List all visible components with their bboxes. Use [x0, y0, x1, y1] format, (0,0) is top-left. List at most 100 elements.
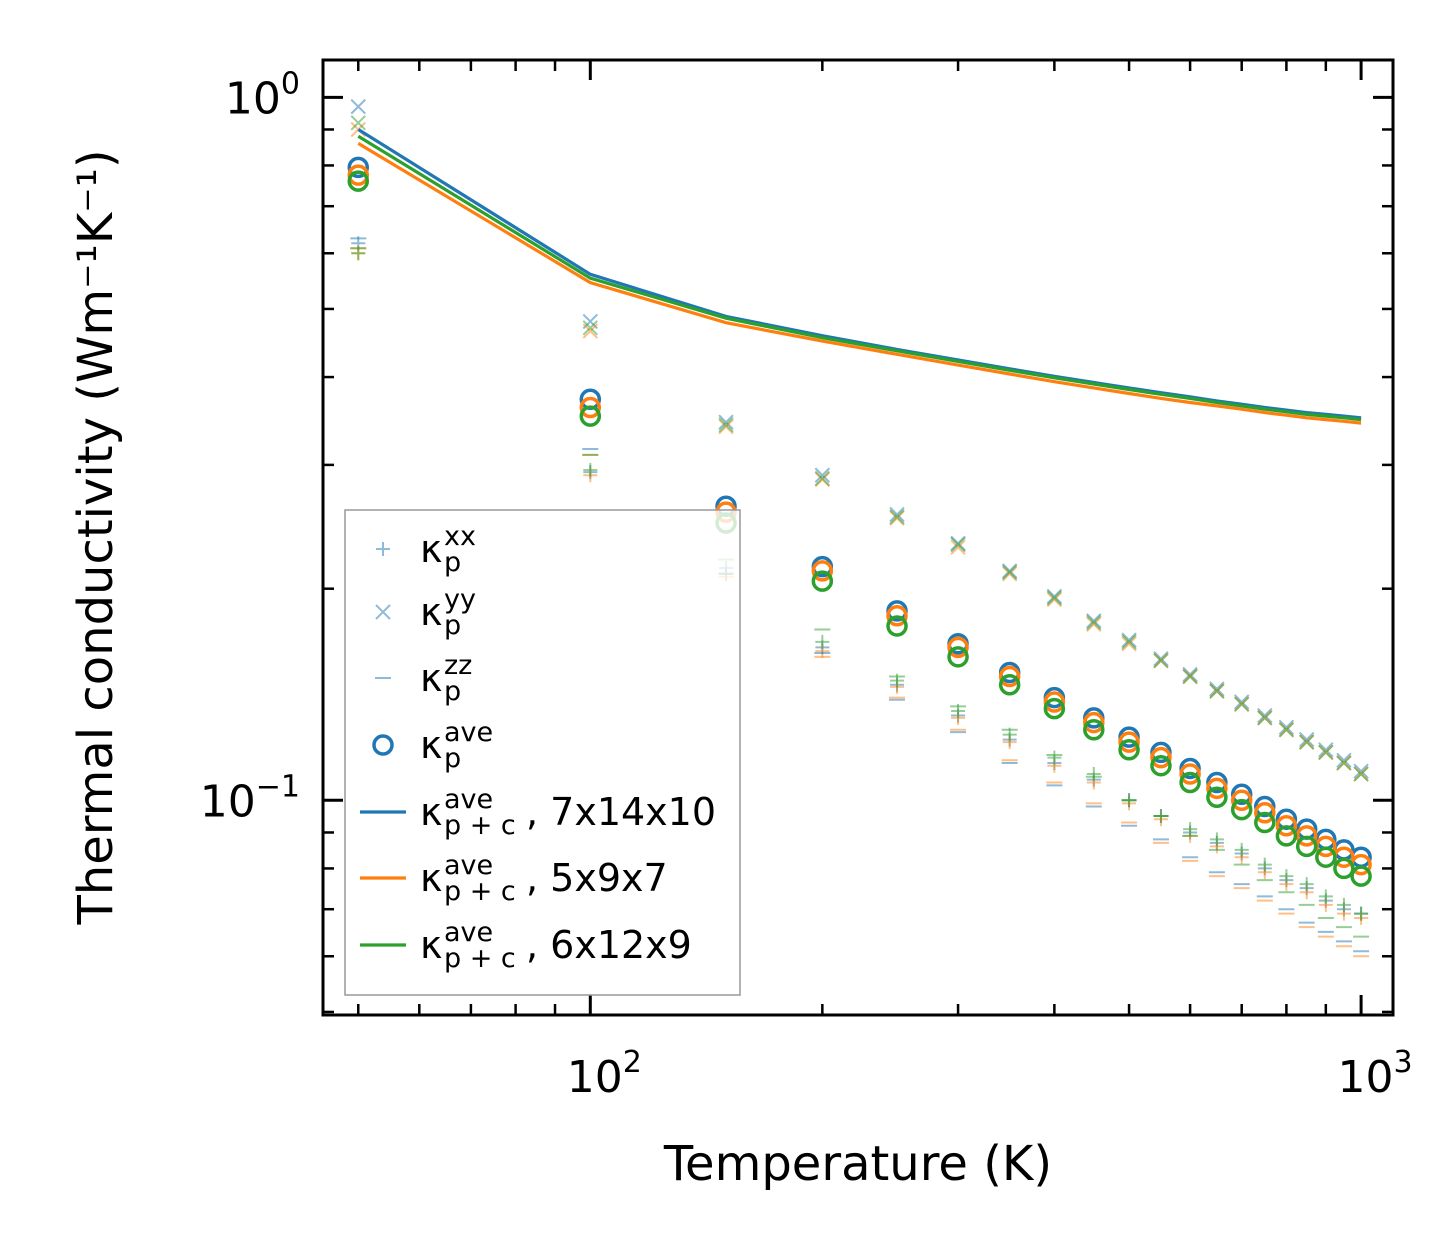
data-point-circle-orange	[998, 665, 1021, 688]
legend-label-sup: ave	[444, 784, 493, 815]
data-point-x-green	[350, 115, 366, 131]
data-point-circle-orange	[1295, 825, 1318, 847]
legend-label-base: κ	[420, 790, 442, 834]
data-point-x-blue	[718, 414, 734, 430]
legend-label-base: κ	[420, 923, 442, 967]
legend-label-sub: p	[444, 676, 461, 707]
data-point-circle-green	[347, 170, 370, 192]
data-point-x-green	[814, 470, 831, 487]
data-point-x-blue	[1182, 666, 1198, 683]
data-point-plus-green	[583, 463, 598, 478]
data-point-circle-green	[1118, 739, 1140, 761]
data-point-x-blue	[350, 98, 366, 115]
data-point-plus-green	[1279, 869, 1294, 884]
data-point-circle-green	[1295, 835, 1318, 858]
data-point-circle-green	[811, 570, 834, 592]
data-point-x-green	[1233, 696, 1250, 712]
data-point-circle-orange	[1083, 711, 1105, 734]
data-point-x-blue	[1233, 694, 1250, 710]
data-point-x-blue	[1278, 719, 1295, 736]
data-point-circle-orange	[347, 164, 370, 186]
data-point-x-green	[1209, 683, 1225, 699]
legend-label-sup: ave	[444, 717, 493, 748]
data-point-circle-green	[1350, 865, 1372, 887]
data-point-x-blue	[889, 506, 905, 523]
data-point-circle-orange	[947, 636, 969, 659]
data-point-circle-orange	[1275, 815, 1298, 837]
legend-label-rest: , 7x14x10	[526, 790, 716, 834]
legend-label: κyy p	[420, 584, 476, 641]
data-point-x-orange	[1086, 616, 1102, 632]
data-point-x-orange	[718, 418, 734, 435]
data-point-circle-green	[1179, 771, 1201, 794]
data-point-x-blue	[1153, 651, 1169, 667]
data-point-x-orange	[950, 539, 966, 556]
legend-label-base: κ	[420, 856, 442, 900]
legend-label-sup: xx	[444, 521, 476, 552]
data-point-x-green	[1182, 668, 1198, 685]
data-point-x-blue	[814, 467, 831, 483]
data-point-circle-orange	[811, 560, 834, 582]
legend-swatch-plus	[376, 542, 390, 556]
data-point-circle-orange	[1254, 802, 1276, 824]
data-point-x-orange	[1001, 566, 1018, 582]
data-point-circle-green	[1333, 857, 1355, 880]
legend-swatch-x	[375, 604, 391, 620]
data-point-circle-orange	[1118, 731, 1140, 753]
legend-label-sub: p + c	[444, 876, 516, 907]
data-point-plus-green	[1209, 832, 1224, 847]
data-point-x-green	[1153, 652, 1169, 669]
data-point-plus-green	[1354, 906, 1369, 921]
data-point-circle-blue	[347, 156, 370, 179]
data-point-x-green	[1046, 590, 1063, 606]
y-tick-label-1: 100	[225, 66, 300, 124]
data-point-circle-green	[1083, 718, 1105, 741]
data-point-x-blue	[1353, 763, 1369, 779]
x-axis-title: Temperature (K)	[663, 1136, 1052, 1192]
series-line-orange	[357, 142, 1362, 425]
legend-frame	[344, 509, 741, 996]
data-point-x-green	[1353, 766, 1369, 782]
legend-label-sub: p	[444, 610, 461, 641]
data-point-plus-green	[1086, 766, 1101, 781]
axis-ticks	[323, 60, 1393, 1015]
data-point-plus-green	[815, 634, 830, 649]
data-point-circle-blue	[1254, 795, 1276, 818]
legend-label: κave p + c , 6x12x9	[420, 917, 692, 974]
data-point-plus-green	[1234, 842, 1249, 857]
data-point-circle-green	[1150, 754, 1172, 777]
data-point-x-green	[1278, 722, 1295, 738]
plot-frame	[321, 58, 1395, 1017]
data-point-circle-green	[1275, 825, 1298, 847]
legend-label-base: κ	[420, 527, 442, 571]
data-point-circle-orange	[1179, 763, 1201, 785]
y-axis-title: Thermal conductivity (Wm⁻¹K⁻¹)	[68, 149, 124, 925]
data-point-x-blue	[1318, 742, 1334, 758]
data-point-circle-green	[1043, 697, 1066, 720]
data-point-x-green	[1121, 634, 1137, 650]
data-point-circle-green	[886, 615, 908, 637]
data-point-x-green	[582, 320, 599, 336]
data-point-x-blue	[1336, 752, 1352, 769]
data-point-circle-green	[1315, 846, 1337, 868]
data-point-x-green	[889, 509, 905, 525]
data-point-x-green	[1318, 744, 1334, 761]
data-point-plus-green	[1183, 822, 1198, 837]
series-line-green	[357, 134, 1362, 422]
data-point-circle-green	[1254, 811, 1276, 834]
data-point-circle-green	[579, 405, 602, 427]
data-point-circle-green	[1230, 798, 1253, 821]
data-point-x-orange	[1121, 636, 1137, 652]
legend-label: κzz p	[420, 650, 472, 707]
data-point-x-green	[1298, 734, 1315, 750]
data-point-x-blue	[1257, 707, 1273, 724]
data-point-plus-green	[1047, 750, 1062, 765]
data-point-x-green	[950, 536, 966, 553]
data-point-x-green	[1336, 755, 1352, 771]
data-point-circle-green	[947, 646, 969, 668]
data-point-plus-green	[1318, 889, 1333, 904]
legend-label-sup: zz	[444, 650, 472, 681]
data-point-x-green	[1086, 614, 1102, 631]
data-point-x-blue	[1121, 632, 1137, 648]
